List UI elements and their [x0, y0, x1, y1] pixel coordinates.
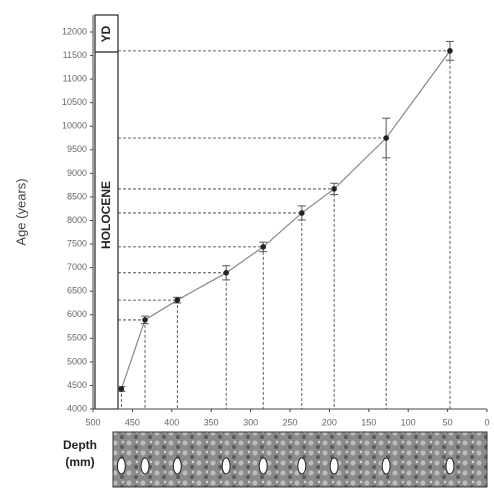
x-tick-label: 200 [322, 417, 337, 427]
y-tick-label: 12000 [62, 26, 87, 36]
y-tick-label: 9000 [67, 168, 87, 178]
y-tick-label: 4500 [67, 380, 87, 390]
data-point [260, 244, 266, 250]
y-tick-label: 9500 [67, 144, 87, 154]
y-tick-label: 11500 [63, 50, 87, 60]
sample-hole [259, 458, 267, 474]
y-tick-label: 6000 [67, 309, 87, 319]
chart: YD HOLOCENE Age (years) Depth (mm) 40004… [0, 0, 494, 492]
y-tick-label: 8000 [67, 215, 87, 225]
data-point [223, 270, 229, 276]
sample-hole [330, 458, 338, 474]
data-line [121, 51, 450, 389]
data-point [142, 317, 148, 323]
period-label: HOLOCENE [99, 181, 113, 249]
sample-hole [117, 458, 125, 474]
y-tick-label: 7000 [67, 262, 87, 272]
x-axis-title: (mm) [65, 455, 94, 469]
x-tick-label: 0 [484, 417, 489, 427]
x-tick-label: 450 [125, 417, 140, 427]
sample-hole [298, 458, 306, 474]
x-tick-label: 350 [204, 417, 219, 427]
data-point [331, 186, 337, 192]
data-point [299, 210, 305, 216]
y-tick-label: 7500 [67, 238, 87, 248]
data-point [175, 297, 181, 303]
y-tick-label: 5500 [67, 333, 87, 343]
y-tick-label: 10000 [62, 121, 87, 131]
y-tick-label: 10500 [62, 97, 87, 107]
y-tick-label: 5000 [67, 356, 87, 366]
sample-hole [141, 458, 149, 474]
y-tick-label: 8500 [67, 191, 87, 201]
data-point [383, 135, 389, 141]
data-point [119, 386, 125, 392]
x-axis-title: Depth [63, 438, 97, 452]
y-tick-label: 4000 [67, 403, 87, 413]
sample-hole [222, 458, 230, 474]
x-tick-label: 250 [282, 417, 297, 427]
x-tick-label: 50 [443, 417, 453, 427]
data-point [447, 48, 453, 54]
x-tick-label: 400 [164, 417, 179, 427]
x-tick-label: 150 [361, 417, 376, 427]
period-label: YD [99, 25, 113, 42]
y-tick-label: 6500 [67, 286, 87, 296]
x-tick-label: 500 [85, 417, 100, 427]
x-tick-label: 300 [243, 417, 258, 427]
y-axis-title: Age (years) [13, 178, 28, 245]
x-tick-label: 100 [401, 417, 416, 427]
sample-hole [382, 458, 390, 474]
sample-hole [173, 458, 181, 474]
sample-hole [446, 458, 454, 474]
y-tick-label: 11000 [63, 74, 87, 84]
